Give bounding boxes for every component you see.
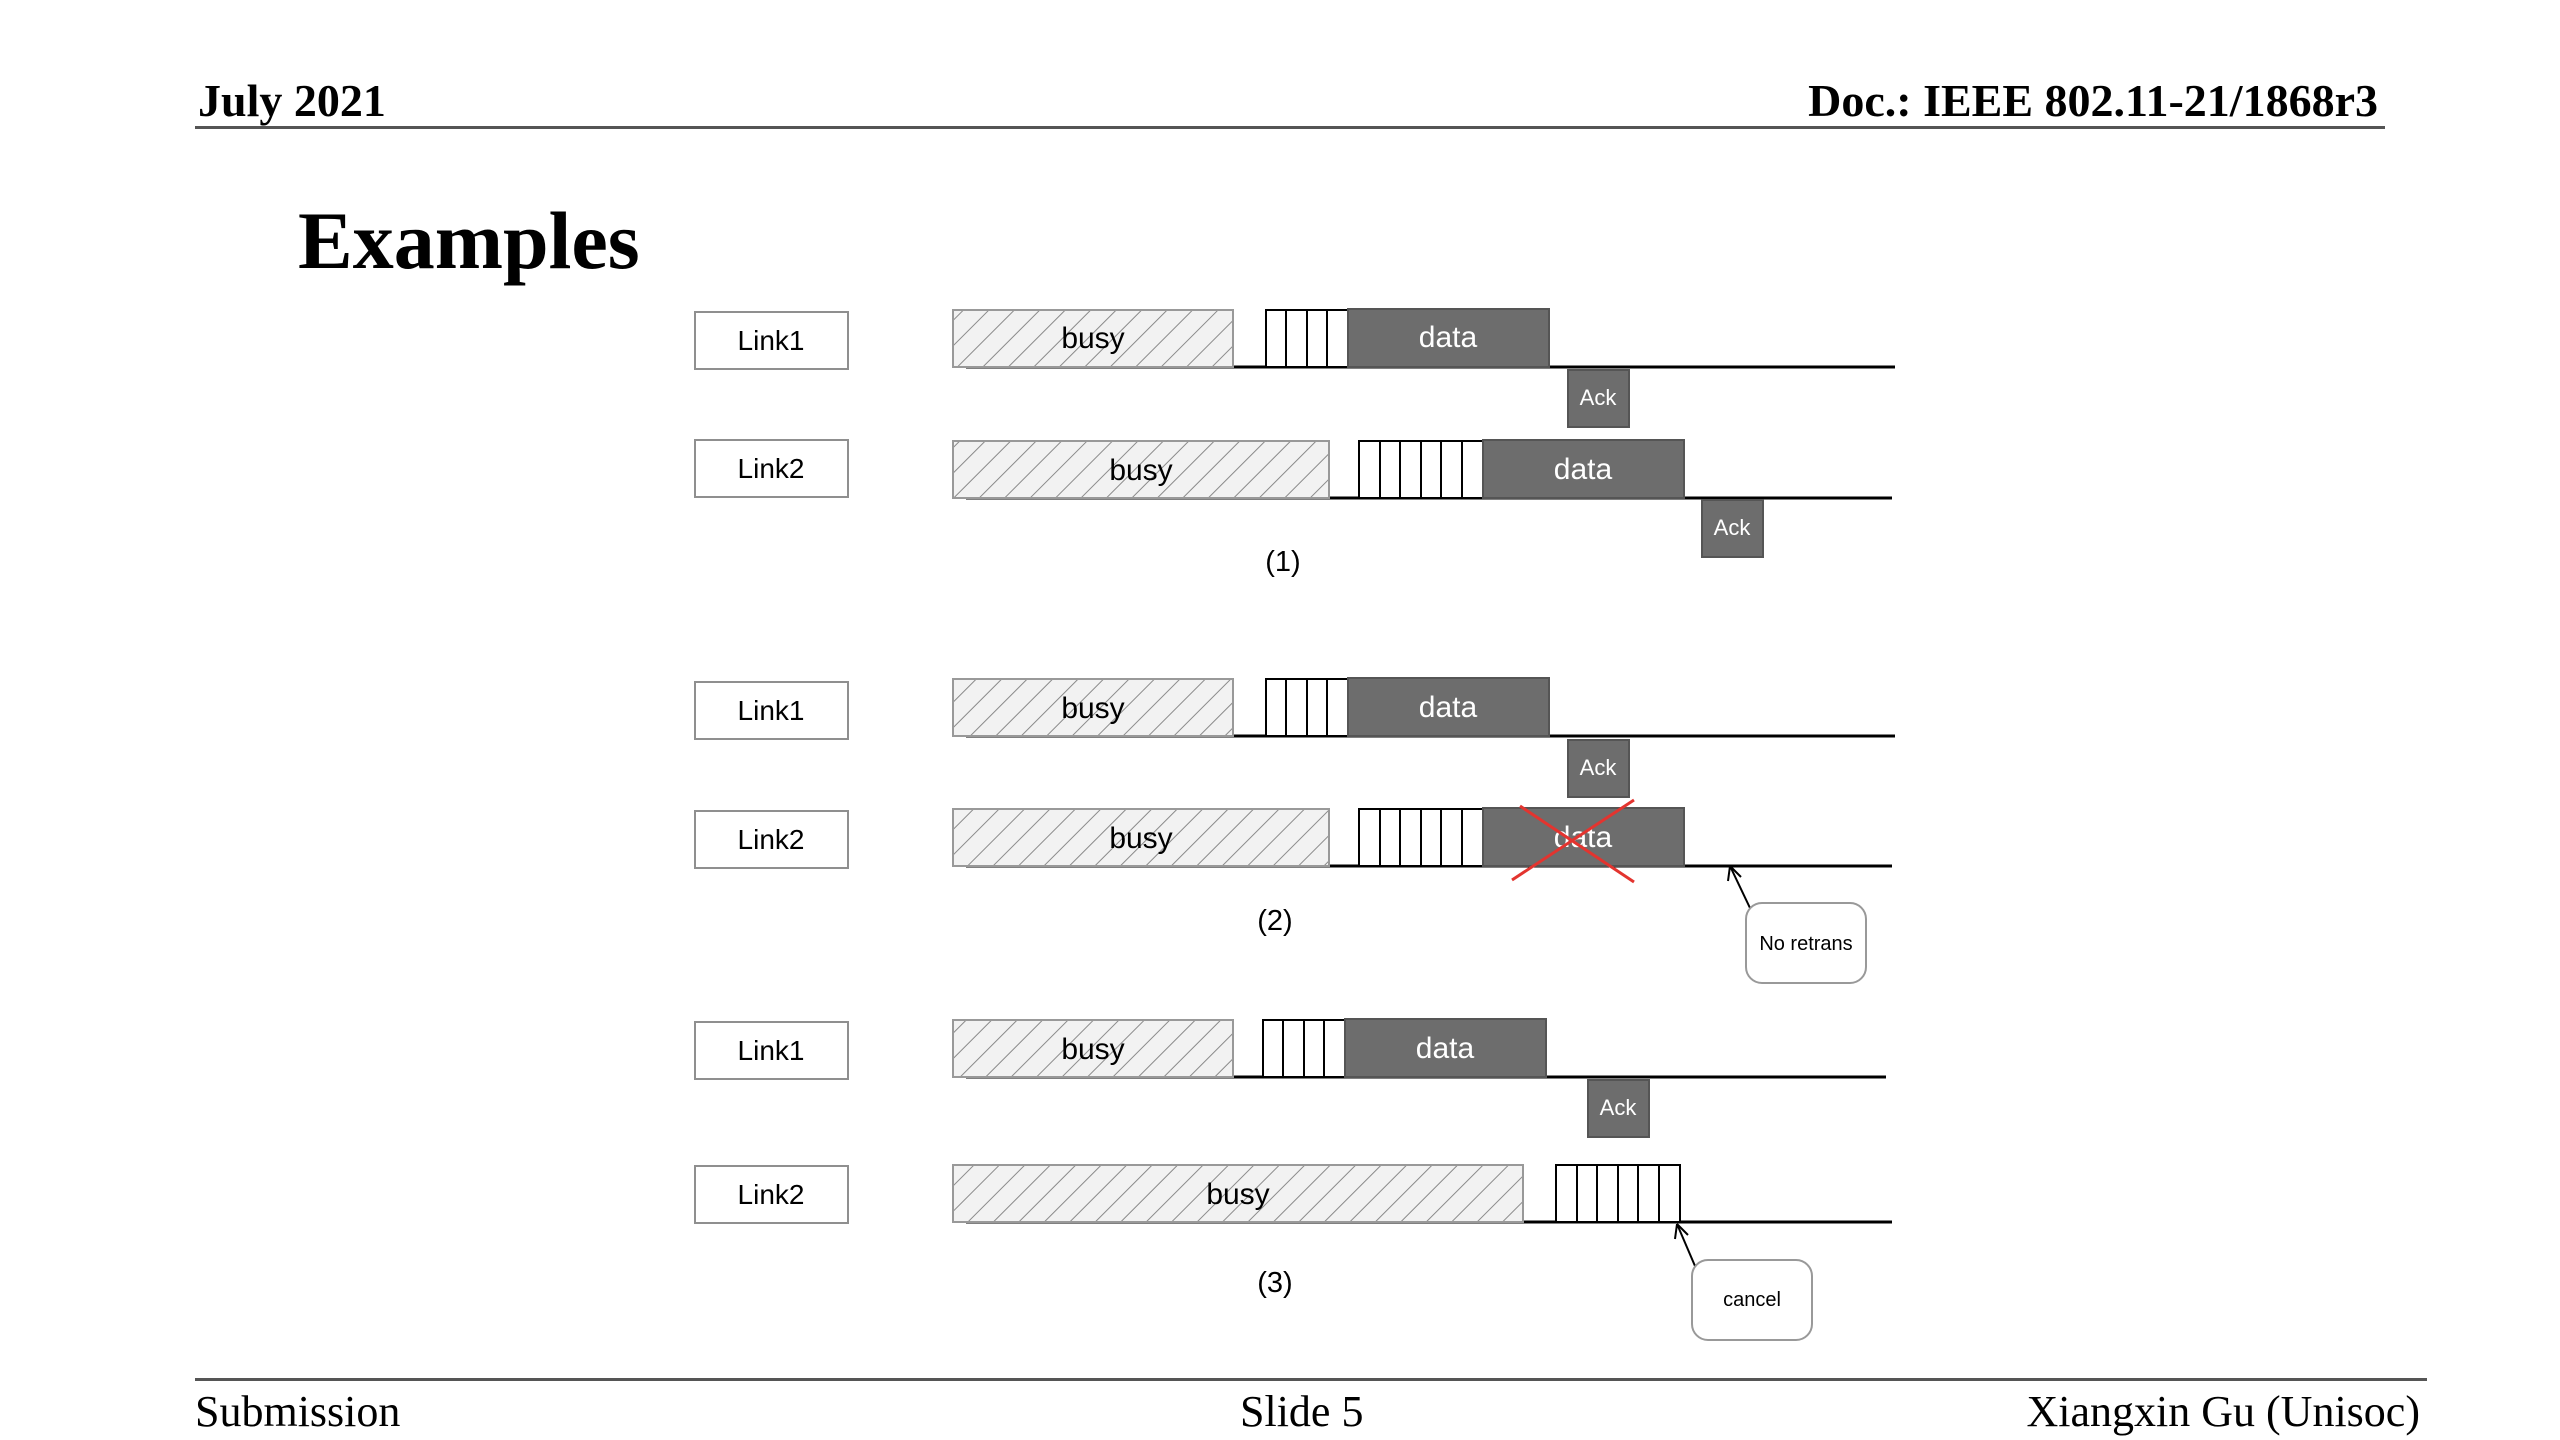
data-frame: data <box>1347 308 1550 368</box>
ack-label: Ack <box>1580 385 1618 410</box>
link2-label-box: Link2 <box>694 1165 849 1224</box>
busy-label: busy <box>1061 1033 1124 1066</box>
busy-label: busy <box>1061 692 1124 725</box>
link2-label: Link2 <box>738 1179 805 1210</box>
busy-label: busy <box>1109 454 1172 487</box>
busy-block: busy <box>952 808 1330 867</box>
failure-cross-icon <box>1511 798 1635 884</box>
busy-block: busy <box>952 678 1234 737</box>
ack-frame: Ack <box>1587 1079 1650 1138</box>
busy-block: busy <box>952 309 1234 368</box>
ack-frame: Ack <box>1567 739 1630 798</box>
footer-slide-number: Slide 5 <box>1240 1387 1364 1436</box>
footer-author: Xiangxin Gu (Unisoc) <box>2026 1387 2421 1436</box>
link2-label-box: Link2 <box>694 810 849 869</box>
busy-label: busy <box>1206 1178 1269 1211</box>
data-label: data <box>1416 1032 1475 1065</box>
backoff-slots <box>1265 309 1349 368</box>
footer-submission: Submission <box>195 1387 401 1436</box>
no-retrans-callout: No retrans <box>1727 865 1867 984</box>
no-retrans-label: No retrans <box>1759 933 1852 955</box>
header-date: July 2021 <box>198 75 386 126</box>
data-frame-failed: data <box>1482 807 1685 867</box>
data-frame: data <box>1482 439 1685 499</box>
data-label: data <box>1419 321 1478 354</box>
backoff-slots <box>1265 678 1349 737</box>
busy-block: busy <box>952 440 1330 499</box>
ack-frame: Ack <box>1701 499 1764 558</box>
link1-label: Link1 <box>738 325 805 356</box>
busy-block: busy <box>952 1164 1524 1223</box>
link2-label-box: Link2 <box>694 439 849 498</box>
footer-rule <box>195 1378 2427 1381</box>
ack-label: Ack <box>1714 515 1752 540</box>
backoff-slots <box>1358 440 1484 499</box>
cancel-label: cancel <box>1723 1289 1781 1311</box>
header-rule <box>195 126 2385 129</box>
example-3: Link1 busy data Ack Link2 busy <box>694 1018 1892 1341</box>
example-1: Link1 busy data Ack Link2 busy <box>694 308 1895 578</box>
ack-label: Ack <box>1600 1095 1638 1120</box>
data-frame: data <box>1344 1018 1547 1078</box>
link1-label-box: Link1 <box>694 1021 849 1080</box>
arrow-head-icon <box>1674 1223 1689 1240</box>
example-2: Link1 busy data Ack Link2 busy <box>694 677 1895 984</box>
busy-label: busy <box>1109 822 1172 855</box>
ack-label: Ack <box>1580 755 1618 780</box>
example-caption: (2) <box>1257 905 1292 937</box>
link2-label: Link2 <box>738 453 805 484</box>
ack-frame: Ack <box>1567 369 1630 428</box>
backoff-slots <box>1262 1019 1346 1078</box>
data-label: data <box>1419 691 1478 724</box>
data-frame: data <box>1347 677 1550 737</box>
link1-label: Link1 <box>738 695 805 726</box>
backoff-slots <box>1358 808 1484 867</box>
busy-label: busy <box>1061 322 1124 355</box>
slide-title: Examples <box>298 195 640 286</box>
cancel-callout: cancel <box>1674 1223 1813 1341</box>
example-caption: (3) <box>1257 1267 1292 1299</box>
link1-label: Link1 <box>738 1035 805 1066</box>
arrow-head-icon <box>1727 865 1742 882</box>
link1-label-box: Link1 <box>694 311 849 370</box>
header-doc-id: Doc.: IEEE 802.11-21/1868r3 <box>1808 75 2378 126</box>
backoff-slots <box>1555 1164 1681 1223</box>
data-label: data <box>1554 453 1613 486</box>
busy-block: busy <box>952 1019 1234 1078</box>
example-caption: (1) <box>1265 546 1300 578</box>
link2-label: Link2 <box>738 824 805 855</box>
link1-label-box: Link1 <box>694 681 849 740</box>
